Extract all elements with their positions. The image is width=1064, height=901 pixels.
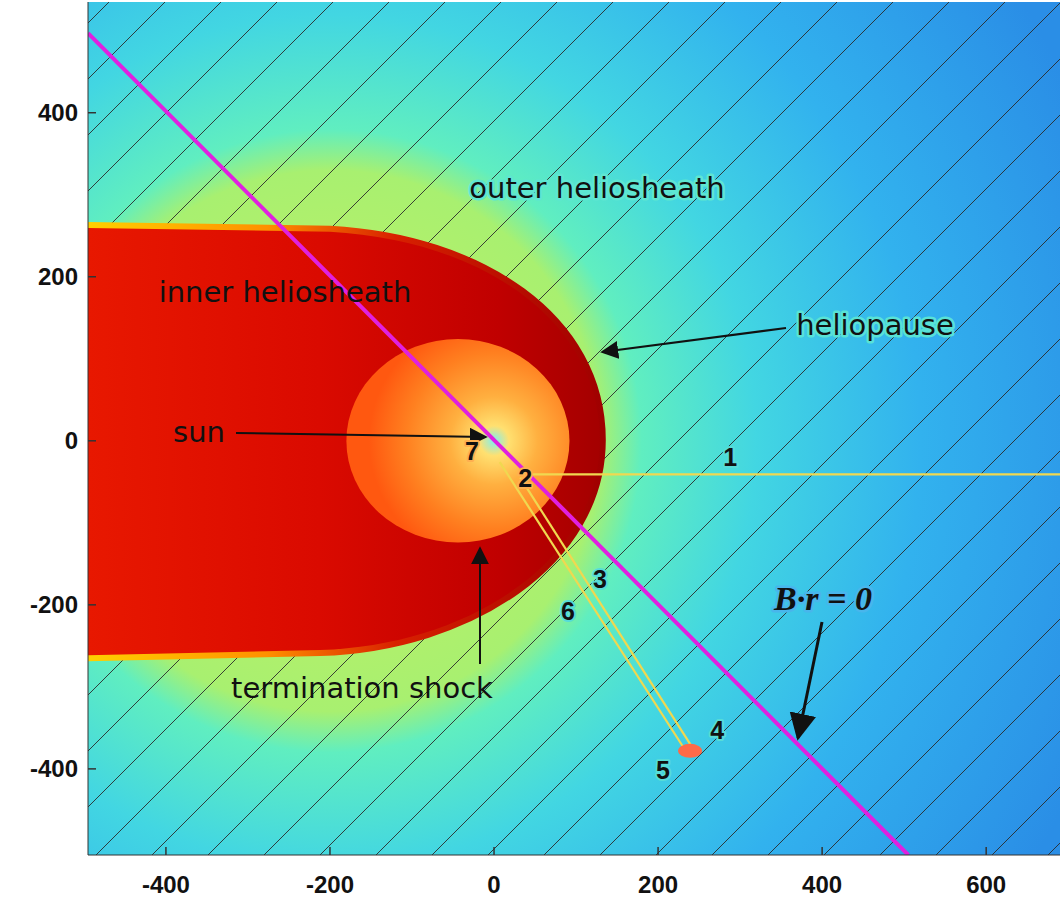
field-line	[96, 2, 949, 855]
y-tick	[88, 768, 96, 770]
field-line	[824, 2, 1060, 855]
field-line	[88, 2, 613, 855]
path-label: 1	[723, 443, 737, 471]
y-tick-label: -200	[30, 591, 78, 618]
trajectories	[500, 462, 1060, 752]
inner-heliosheath	[88, 228, 600, 656]
y-tick	[88, 604, 96, 606]
arrow	[602, 328, 786, 352]
trajectory	[519, 473, 1060, 475]
x-tick-label: -400	[142, 871, 190, 898]
x-tick	[493, 847, 495, 855]
field-line	[320, 2, 1060, 855]
field-line	[600, 2, 1060, 855]
field-lines	[88, 2, 1060, 855]
annotation: outer heliosheath	[469, 171, 724, 205]
annotation: termination shock	[231, 671, 493, 705]
chart: -400 -200 0 200 400 600 -400 -200 0 200 400 outer h…	[0, 0, 1064, 901]
x-tick-label: 0	[487, 871, 500, 898]
arrow	[236, 433, 486, 437]
path-label: 5	[656, 756, 670, 784]
path-label: 6	[561, 597, 575, 625]
arrow	[798, 622, 822, 738]
y-tick	[88, 112, 96, 114]
y-tick-label: 200	[38, 263, 78, 290]
field-line	[544, 2, 1060, 855]
field-line	[768, 2, 1060, 855]
x-tick	[985, 847, 987, 855]
y-tick	[88, 276, 96, 278]
x-axis-line	[88, 855, 1060, 856]
y-tick-label: 400	[38, 99, 78, 126]
x-tick-label: -200	[306, 871, 354, 898]
x-tick-label: 200	[638, 871, 678, 898]
field-line	[264, 2, 1060, 855]
y-tick-label: -400	[30, 755, 78, 782]
x-tick	[657, 847, 659, 855]
path-label: 3	[593, 565, 607, 593]
source-blob	[678, 744, 702, 758]
heliopause-rim	[88, 228, 600, 656]
arrow	[479, 548, 481, 664]
y-tick	[88, 440, 96, 442]
x-tick-label: 400	[802, 871, 842, 898]
annotation: inner heliosheath	[159, 275, 412, 309]
path-label: 2	[518, 464, 532, 492]
annotation: heliopause	[796, 308, 954, 342]
field-line	[936, 2, 1060, 855]
path-label: 7	[465, 437, 479, 465]
x-tick	[329, 847, 331, 855]
field-line	[88, 2, 893, 855]
field-line	[880, 2, 1060, 855]
plot-area	[88, 2, 1060, 855]
annotation: B·r = 0	[773, 580, 872, 617]
field-line	[656, 2, 1060, 855]
field-line	[992, 2, 1060, 855]
annotation: sun	[173, 415, 225, 449]
field-line	[1048, 2, 1060, 855]
field-line	[88, 2, 669, 855]
y-axis-line	[88, 2, 89, 855]
b-r-zero-line	[88, 33, 908, 855]
termination-shock	[346, 339, 569, 542]
x-tick-label: 600	[966, 871, 1006, 898]
y-tick-label: 0	[65, 427, 78, 454]
field-line	[88, 2, 781, 855]
path-label: 4	[710, 716, 724, 744]
x-tick	[821, 847, 823, 855]
x-tick	[165, 847, 167, 855]
field-line	[88, 2, 837, 855]
